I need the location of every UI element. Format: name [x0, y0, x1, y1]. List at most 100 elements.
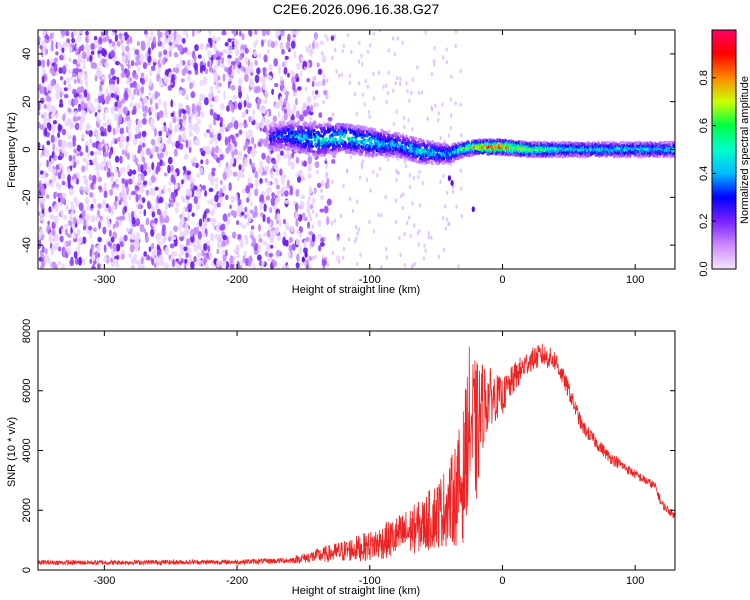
- spectrogram-cell: [59, 91, 63, 99]
- spectrogram-cell: [105, 54, 109, 62]
- spectrogram-cell: [314, 161, 320, 169]
- spectrogram-cell: [69, 214, 73, 222]
- spectrogram-cell: [444, 226, 448, 231]
- spectrogram-cell: [305, 45, 310, 53]
- spectrogram-cell: [245, 185, 250, 194]
- spectrogram-cell: [186, 106, 191, 116]
- spectrogram-cell: [273, 83, 279, 88]
- spectrogram-cell: [229, 134, 235, 140]
- spectrogram-cell: [56, 146, 59, 153]
- spectrogram-cell: [94, 97, 99, 103]
- spectrogram-cell: [405, 220, 409, 225]
- spectrogram-cell: [258, 166, 264, 174]
- spectrogram-cell: [387, 129, 391, 134]
- spectrogram-cell: [185, 64, 191, 69]
- spectrogram-cell: [114, 112, 119, 122]
- spectrogram-cell: [283, 153, 288, 159]
- spectrogram-cell: [79, 151, 84, 157]
- spectrogram-cell: [117, 170, 121, 178]
- spectrogram-cell: [444, 204, 447, 209]
- spectrogram-cell: [424, 248, 427, 253]
- spectrogram-cell: [72, 178, 77, 185]
- spectrogram-cell: [129, 36, 133, 45]
- spectrogram-cell: [259, 138, 265, 144]
- spectrogram-cell: [420, 90, 424, 95]
- spectrogram-cell: [140, 72, 144, 78]
- spectrogram-cell: [246, 102, 252, 109]
- spectrogram-cell: [350, 140, 354, 144]
- spectrogram-cell: [303, 66, 307, 71]
- spectrogram-cell: [46, 122, 51, 130]
- spectrogram-cell: [51, 261, 57, 269]
- spectrogram-cell: [300, 134, 304, 138]
- spectrogram-cell: [164, 111, 168, 118]
- spectrogram-cell: [42, 69, 46, 74]
- spectrogram-cell: [311, 80, 315, 88]
- spectrogram-cell: [264, 177, 268, 183]
- spectrogram-cell: [50, 134, 55, 144]
- spectrogram-cell: [85, 186, 90, 194]
- spectrogram-cell: [110, 236, 115, 243]
- spectrogram-cell: [41, 75, 45, 84]
- spectrogram-cell: [170, 99, 174, 108]
- spectrogram-cell: [348, 73, 352, 78]
- spectrogram-cell: [149, 77, 152, 87]
- spectrogram-cell: [348, 196, 352, 202]
- spectrogram-cell: [104, 132, 107, 137]
- spectrogram-cell: [268, 186, 272, 194]
- spectrogram-cell: [148, 91, 152, 97]
- spectrogram-cell: [259, 105, 263, 112]
- spectrogram-cell: [331, 158, 336, 164]
- spectrogram-cell: [137, 149, 140, 154]
- spectrogram-cell: [247, 146, 251, 155]
- spectrogram-cell: [178, 44, 183, 53]
- spectrogram-cell: [308, 116, 313, 122]
- spectrogram-cell: [73, 148, 78, 154]
- spectrogram-marks: [38, 30, 675, 269]
- spectrogram-cell: [230, 195, 235, 203]
- spectrogram-cell: [61, 228, 65, 233]
- spectrogram-cell: [77, 236, 83, 244]
- spectrogram-cell: [275, 167, 279, 177]
- spectrogram-cell: [98, 185, 102, 191]
- spectrogram-cell: [316, 62, 320, 68]
- spectrogram-cell: [418, 169, 421, 175]
- spectrogram-cell: [179, 230, 183, 238]
- spectrogram-cell: [141, 156, 146, 163]
- spectrogram-cell: [54, 203, 59, 212]
- spectrogram-cell: [124, 179, 129, 187]
- spectrogram-cell: [110, 67, 115, 76]
- spectrogram-cell: [114, 220, 120, 228]
- spectrogram-cell: [291, 125, 295, 129]
- spectrogram-cell: [82, 59, 86, 64]
- spectrogram-cell: [398, 138, 402, 143]
- spectrogram-cell: [158, 98, 162, 105]
- spectrogram-cell: [325, 172, 329, 177]
- spectrogram-cell: [209, 132, 214, 137]
- spectrogram-cell: [331, 179, 334, 185]
- spectrogram-cell: [86, 204, 90, 211]
- spectrogram-cell: [61, 180, 66, 186]
- spectrogram-cell: [88, 192, 94, 198]
- spectrogram-cell: [312, 128, 316, 133]
- spectrogram-cell: [219, 122, 223, 128]
- spectrogram-cell: [263, 54, 268, 63]
- spectrogram-cell: [393, 52, 397, 57]
- spectrogram-cell: [290, 225, 294, 233]
- spectrogram-cell: [163, 49, 168, 56]
- spectrogram-cell: [272, 115, 278, 123]
- spectrogram-cell: [205, 264, 209, 269]
- spectrogram-cell: [149, 97, 153, 106]
- spectrogram-cell: [286, 264, 290, 269]
- spectrogram-cell: [266, 155, 271, 164]
- spectrogram-cell: [265, 135, 269, 143]
- spectrogram-cell: [55, 91, 60, 100]
- spectrogram-cell: [397, 170, 400, 175]
- spectrogram-cell: [107, 124, 112, 133]
- spectrogram-cell: [238, 222, 244, 227]
- spectrogram-cell: [51, 229, 56, 237]
- spectrogram-cell: [109, 164, 113, 170]
- spectrogram-cell: [447, 133, 451, 138]
- spectrogram-cell: [213, 53, 217, 60]
